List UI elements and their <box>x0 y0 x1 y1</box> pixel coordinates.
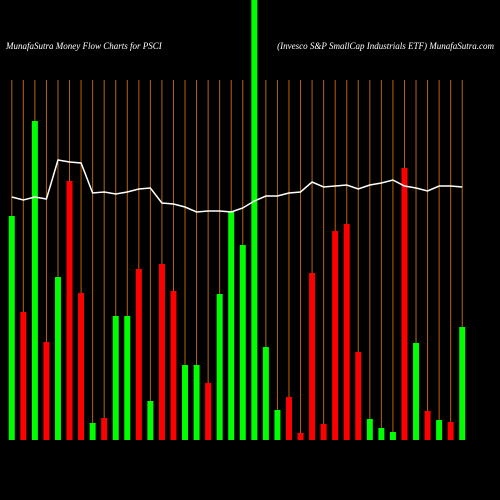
bar <box>447 422 454 440</box>
bar <box>459 327 466 440</box>
bar <box>297 433 304 440</box>
bar <box>343 224 350 440</box>
bar <box>20 312 27 440</box>
bar <box>147 401 154 440</box>
bar <box>43 342 50 440</box>
bar <box>170 291 177 440</box>
bar <box>89 423 96 440</box>
bar <box>124 316 131 440</box>
bar <box>228 211 235 440</box>
bar <box>436 420 443 440</box>
bar <box>389 432 396 440</box>
bar <box>355 352 362 440</box>
bar <box>366 419 373 440</box>
bar <box>182 365 189 440</box>
bar <box>101 418 108 440</box>
bar <box>205 383 212 440</box>
bar <box>285 397 292 440</box>
bar <box>239 245 246 440</box>
bar <box>401 168 408 440</box>
money-flow-line <box>11 159 463 213</box>
bar <box>309 273 316 440</box>
bar <box>413 343 420 440</box>
bar <box>320 424 327 440</box>
bar <box>262 347 269 440</box>
chart-title: MunafaSutra Money Flow Charts for PSCI <box>5 41 163 51</box>
bar <box>158 264 165 440</box>
bar <box>78 293 85 440</box>
bar <box>66 181 73 440</box>
bar <box>424 411 431 440</box>
chart-subtitle: (Invesco S&P SmallCap Industrials ETF) M… <box>277 41 494 51</box>
bar <box>31 121 38 440</box>
bar <box>112 316 119 440</box>
bar <box>8 216 15 440</box>
bar <box>193 365 200 440</box>
bar <box>251 0 258 440</box>
bar <box>332 231 339 440</box>
bar <box>135 269 142 440</box>
bar <box>274 410 281 440</box>
bar <box>378 428 385 440</box>
bar <box>216 294 223 440</box>
bar <box>54 277 61 440</box>
